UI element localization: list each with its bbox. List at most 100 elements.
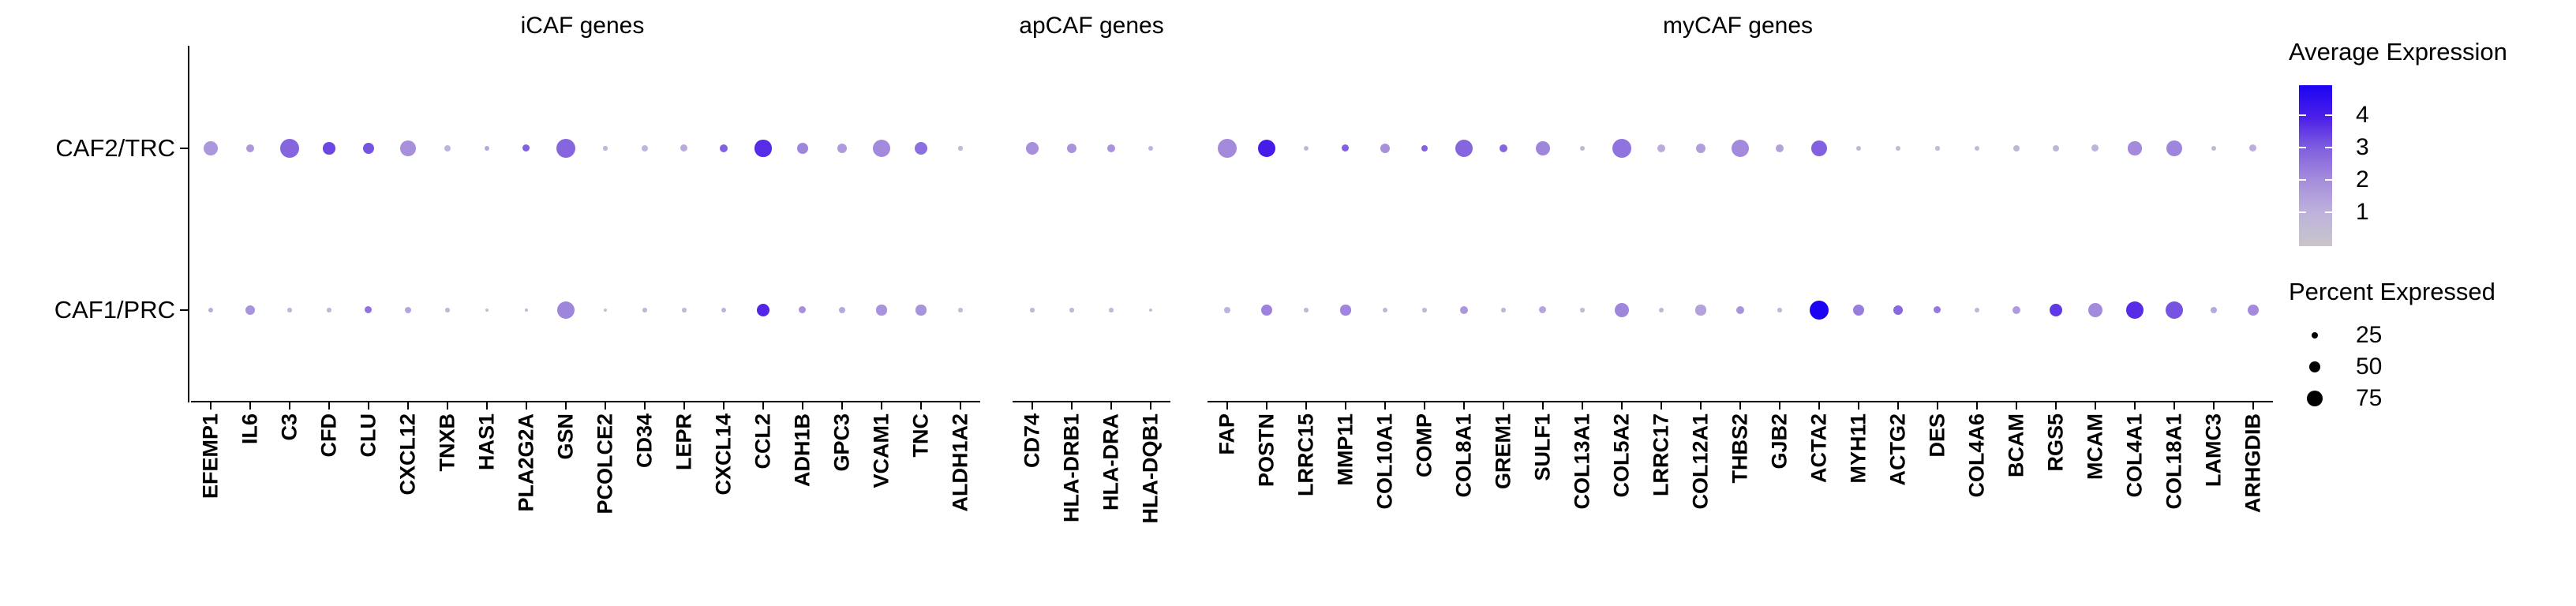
row-label-caf1-prc: CAF1/PRC <box>54 296 175 324</box>
gene-label: COL4A6 <box>1964 413 1989 498</box>
expression-dot <box>603 146 608 151</box>
x-axis-line <box>1013 401 1170 402</box>
expression-dot <box>327 308 331 312</box>
expression-dot <box>2091 144 2099 152</box>
expression-dot <box>876 305 887 316</box>
percent-legend-label: 50 <box>2356 354 2383 380</box>
colorbar-tick-mark <box>2325 114 2332 116</box>
gene-label: POSTN <box>1254 413 1279 488</box>
expression-dot <box>1776 144 1784 152</box>
expression-dot <box>404 306 412 314</box>
expression-dot <box>1735 305 1745 315</box>
expression-dot <box>279 138 300 159</box>
expression-dot <box>796 142 809 155</box>
expression-dot <box>1148 308 1153 312</box>
gene-label: TNC <box>908 413 933 458</box>
expression-dot <box>873 140 890 157</box>
x-axis-line <box>191 401 980 402</box>
gene-label: GREM1 <box>1491 413 1515 490</box>
x-axis-tick <box>1110 402 1112 410</box>
expression-dot <box>2128 141 2142 155</box>
colorbar-tick-label: 3 <box>2356 134 2369 160</box>
expression-dot <box>444 144 451 152</box>
expression-dot <box>1109 308 1114 312</box>
expression-dot <box>365 306 373 314</box>
expression-dot <box>799 306 807 314</box>
x-axis-tick <box>762 402 764 410</box>
percent-legend-label: 25 <box>2356 322 2383 348</box>
expression-dot <box>958 308 963 312</box>
x-axis-tick <box>723 402 724 410</box>
gene-label: COL8A1 <box>1451 413 1476 498</box>
expression-dot <box>1383 308 1387 312</box>
gene-label: CCL2 <box>751 413 775 469</box>
expression-dot <box>445 308 450 312</box>
gene-label: GPC3 <box>829 413 854 472</box>
gene-label: COL13A1 <box>1570 413 1594 510</box>
gene-label: BCAM <box>2004 413 2028 477</box>
x-axis-tick <box>1226 402 1228 410</box>
expression-dot <box>914 141 928 155</box>
expression-dot <box>1455 140 1473 157</box>
expression-dot <box>1499 144 1508 153</box>
colorbar-tick-mark <box>2325 147 2332 148</box>
expression-dot <box>756 303 770 317</box>
expression-dot <box>1258 140 1275 157</box>
colorbar-tick-mark <box>2299 211 2306 213</box>
gene-label: ACTG2 <box>1885 413 1910 486</box>
expression-dot <box>1535 140 1551 156</box>
expression-dot <box>1340 305 1351 316</box>
gene-label: CXCL14 <box>711 413 736 496</box>
expression-dot <box>1539 306 1547 314</box>
expression-dot <box>1732 140 1749 157</box>
gene-label: LRRC17 <box>1649 413 1673 497</box>
expression-dot <box>485 308 489 312</box>
y-axis-tick <box>180 309 188 311</box>
x-axis-tick <box>1384 402 1386 410</box>
expression-dot <box>2049 303 2063 317</box>
expression-dot <box>1025 141 1039 155</box>
expression-dot <box>1066 143 1077 154</box>
expression-dot <box>1695 305 1706 316</box>
percent-legend-label: 75 <box>2356 385 2383 411</box>
expression-dot <box>524 308 529 312</box>
x-axis-tick <box>1582 402 1583 410</box>
expression-dot <box>1217 138 1237 159</box>
expression-dot <box>1856 146 1861 151</box>
gene-label: VCAM1 <box>869 413 893 488</box>
expression-dot <box>556 138 576 159</box>
colorbar-tick-label: 2 <box>2356 166 2369 193</box>
expression-dot <box>208 308 213 312</box>
x-axis-tick <box>1779 402 1780 410</box>
gene-label: THBS2 <box>1728 413 1752 484</box>
expression-dot <box>682 308 687 312</box>
expression-dot <box>1615 303 1629 317</box>
x-axis-tick <box>644 402 646 410</box>
x-axis-tick <box>841 402 843 410</box>
x-axis-tick <box>249 402 251 410</box>
x-axis-tick <box>407 402 409 410</box>
expression-dot <box>204 141 218 155</box>
expression-dot <box>2052 144 2060 152</box>
x-axis-tick <box>2134 402 2136 410</box>
x-axis-tick <box>2055 402 2057 410</box>
x-axis-line <box>1208 401 2273 402</box>
expression-dot <box>1934 306 1941 314</box>
x-axis-tick <box>1937 402 1938 410</box>
expression-dot <box>1659 308 1664 312</box>
expression-dot <box>1069 308 1074 312</box>
expression-dot <box>721 308 726 312</box>
expression-dot <box>1975 308 1979 312</box>
expression-dot <box>1422 308 1427 312</box>
x-axis-tick <box>2016 402 2017 410</box>
expression-dot <box>1853 305 1864 316</box>
expression-dot <box>363 143 374 154</box>
gene-label: ALDH1A2 <box>948 413 972 512</box>
expression-dot <box>245 305 256 316</box>
expression-dot <box>1107 144 1115 152</box>
gene-label: TNXB <box>435 413 459 472</box>
gene-label: GSN <box>553 413 578 460</box>
x-axis-tick <box>2174 402 2175 410</box>
gene-label: PLA2G2A <box>514 413 538 512</box>
percent-legend-dot <box>2308 361 2321 373</box>
